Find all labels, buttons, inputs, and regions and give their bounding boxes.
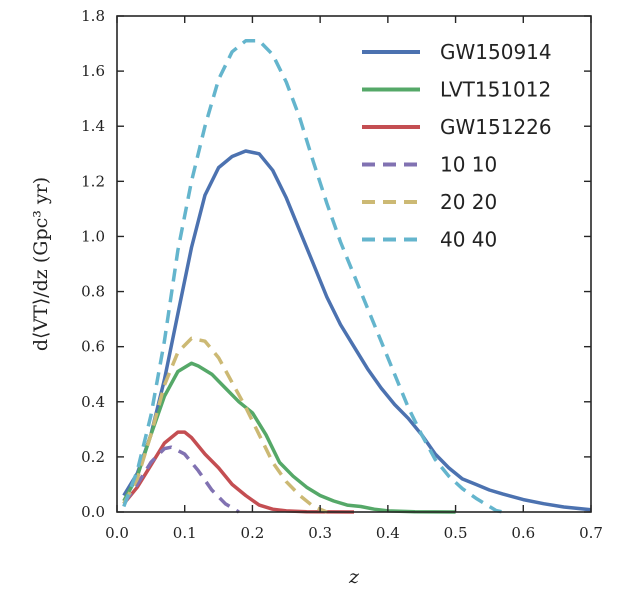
y-tick-label: 1.4	[81, 117, 105, 135]
y-axis-label: d⟨VT⟩/dz (Gpc³ yr)	[30, 177, 52, 351]
y-tick-label: 1.8	[81, 7, 105, 25]
x-tick-label: 0.5	[444, 524, 468, 542]
y-tick-label: 0.0	[81, 503, 105, 521]
x-axis-label: z	[348, 566, 360, 588]
legend-label-5: 40 40	[440, 228, 497, 252]
series-line-2	[122, 430, 355, 514]
series-line-5	[122, 39, 504, 514]
y-tick-label: 1.2	[81, 172, 105, 190]
series-line-4	[122, 336, 328, 514]
series-line-1	[122, 361, 456, 514]
series-line-0	[122, 149, 592, 512]
x-tick-label: 0.0	[105, 524, 129, 542]
legend-label-4: 20 20	[440, 190, 497, 214]
x-tick-label: 0.1	[173, 524, 197, 542]
plot-frame	[116, 15, 592, 513]
y-tick-label: 0.4	[81, 393, 105, 411]
legend-label-0: GW150914	[440, 40, 552, 64]
legend-label-3: 10 10	[440, 153, 497, 177]
x-tick-label: 0.3	[308, 524, 332, 542]
y-tick-label: 0.2	[81, 448, 105, 466]
legend: GW150914 LVT151012 GW151226 10 10 20 20 40 40	[362, 40, 552, 252]
y-tick-label: 0.8	[81, 283, 105, 301]
legend-label-2: GW151226	[440, 115, 552, 139]
x-tick-label: 0.2	[240, 524, 264, 542]
axis-ticks: 0.0 0.1 0.2 0.3 0.4 0.5 0.6 0.7 0.0 0.2 0.4 0.6 0.8 1…	[81, 7, 603, 542]
x-tick-label: 0.4	[376, 524, 400, 542]
legend-label-1: LVT151012	[440, 78, 551, 102]
y-tick-label: 0.6	[81, 338, 105, 356]
y-tick-label: 1.0	[81, 227, 105, 245]
x-tick-label: 0.7	[579, 524, 603, 542]
x-tick-label: 0.6	[511, 524, 535, 542]
y-tick-label: 1.6	[81, 62, 105, 80]
plot-lines	[122, 39, 592, 514]
